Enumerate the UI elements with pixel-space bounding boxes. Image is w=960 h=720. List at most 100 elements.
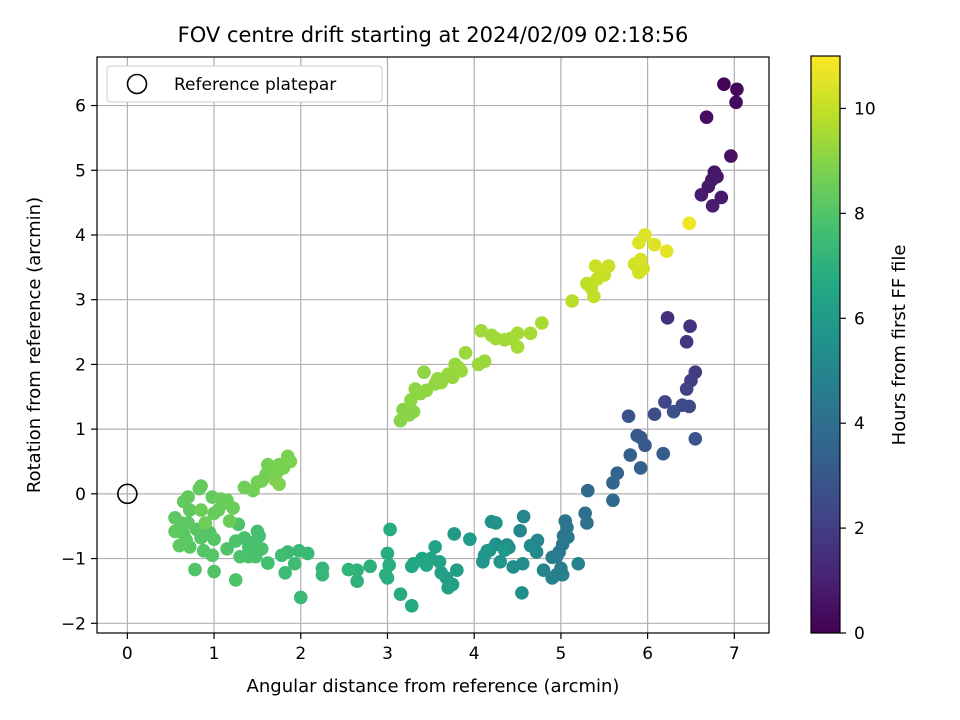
data-point: [293, 590, 308, 605]
x-tick-label: 4: [469, 644, 480, 664]
data-point: [688, 432, 703, 446]
data-point: [510, 326, 525, 341]
data-point: [705, 199, 720, 213]
y-tick-label: 6: [75, 97, 86, 117]
data-point: [633, 461, 648, 475]
data-point: [272, 477, 286, 491]
data-point: [363, 559, 377, 574]
data-point: [647, 407, 662, 422]
data-point: [606, 493, 620, 508]
colorbar: 0 2 4 6 8 10 Hours from first FF file: [810, 55, 910, 644]
data-point: [168, 524, 182, 539]
y-tick-label: 1: [75, 420, 86, 440]
x-axis-ticks: 0 1 2 3 4 5 6 7: [122, 633, 740, 664]
y-tick-label: 3: [75, 291, 86, 311]
data-point: [523, 326, 538, 341]
data-point: [497, 543, 512, 557]
data-point: [699, 110, 714, 124]
y-tick-label: 5: [75, 161, 86, 181]
data-point: [523, 538, 538, 553]
data-point: [207, 532, 221, 546]
data-point: [565, 294, 579, 308]
data-point: [233, 549, 247, 564]
data-point: [181, 516, 195, 530]
data-point: [458, 345, 473, 360]
x-tick-label: 0: [122, 644, 133, 664]
data-point: [621, 409, 636, 423]
data-point: [207, 564, 221, 579]
data-point: [580, 516, 594, 530]
x-tick-label: 3: [382, 644, 393, 664]
data-point: [588, 259, 603, 273]
data-point: [181, 490, 195, 504]
data-point: [393, 587, 408, 601]
data-point: [434, 566, 449, 580]
data-point: [587, 289, 601, 304]
data-point: [717, 77, 731, 91]
data-point: [580, 483, 595, 498]
y-tick-label: 0: [75, 485, 86, 505]
data-point: [679, 382, 694, 396]
legend-marker: [126, 73, 148, 95]
data-point: [419, 558, 434, 572]
data-point: [729, 95, 743, 110]
data-point: [682, 216, 697, 231]
data-point: [287, 556, 302, 571]
data-point: [571, 556, 586, 571]
data-point: [404, 599, 419, 613]
data-point: [493, 555, 508, 569]
data-point: [292, 544, 306, 558]
data-point: [194, 479, 208, 493]
data-point: [545, 550, 560, 565]
data-point: [647, 237, 662, 252]
reference-point-marker: [117, 483, 138, 505]
data-point: [515, 586, 529, 600]
data-point: [315, 567, 330, 582]
colorbar-tick-label: 10: [854, 99, 876, 119]
data-point: [417, 365, 431, 379]
data-point: [283, 454, 298, 469]
y-tick-label: 4: [75, 226, 86, 246]
data-point: [261, 556, 275, 570]
x-tick-label: 6: [642, 644, 653, 664]
data-point: [630, 428, 645, 443]
data-point: [555, 567, 570, 582]
data-point: [710, 169, 724, 184]
data-point: [660, 311, 675, 325]
data-point: [633, 252, 648, 267]
colorbar-gradient: [810, 55, 841, 634]
x-tick-label: 5: [555, 644, 566, 664]
data-point: [659, 244, 674, 258]
data-point: [606, 476, 620, 490]
data-point: [545, 571, 560, 585]
data-point: [714, 190, 729, 205]
data-point: [513, 523, 527, 538]
data-point: [477, 354, 492, 368]
data-point: [194, 503, 208, 517]
data-point: [250, 524, 265, 539]
data-point: [666, 404, 681, 419]
data-point: [601, 259, 616, 273]
data-point: [623, 448, 638, 462]
y-tick-label: −1: [61, 550, 86, 570]
data-points: [168, 77, 744, 613]
data-point: [172, 538, 187, 553]
data-point: [694, 188, 709, 202]
data-point: [404, 559, 419, 574]
data-point: [222, 514, 237, 528]
data-point: [274, 548, 289, 563]
data-point: [724, 149, 738, 163]
data-point: [656, 446, 671, 461]
data-point: [378, 567, 393, 582]
x-tick-label: 7: [729, 644, 740, 664]
data-point: [406, 404, 421, 419]
data-point: [404, 393, 418, 407]
data-point: [638, 228, 652, 242]
data-point: [536, 563, 551, 578]
colorbar-ticks: 0 2 4 6 8 10: [840, 99, 876, 644]
data-point: [168, 511, 182, 525]
data-point: [516, 509, 531, 524]
data-point: [341, 562, 356, 577]
legend: Reference platepar: [106, 65, 383, 103]
